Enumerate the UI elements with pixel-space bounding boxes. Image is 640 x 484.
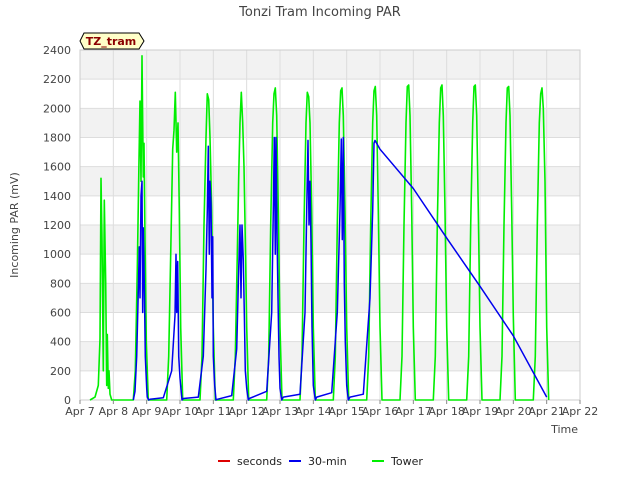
tz-tram-badge-text: TZ_tram <box>86 35 137 48</box>
y-tick-label: 800 <box>50 277 71 290</box>
x-tick-label: Apr 10 <box>162 405 199 418</box>
y-tick-label: 200 <box>50 365 71 378</box>
legend-label: seconds <box>237 455 282 468</box>
x-tick-label: Apr 18 <box>428 405 465 418</box>
y-tick-label: 600 <box>50 307 71 320</box>
series-line-30-min <box>132 136 548 401</box>
grid-band <box>80 283 580 313</box>
x-tick-label: Apr 17 <box>395 405 432 418</box>
y-tick-label: 0 <box>64 394 71 407</box>
x-tick-label: Apr 15 <box>328 405 365 418</box>
y-tick-label: 2000 <box>43 102 71 115</box>
x-tick-label: Apr 16 <box>362 405 399 418</box>
y-tick-label: 2400 <box>43 44 71 57</box>
series-layer <box>89 54 550 401</box>
grid-band <box>80 166 580 196</box>
x-tick-label: Apr 8 <box>99 405 129 418</box>
y-tick-label: 1400 <box>43 190 71 203</box>
grid-band <box>80 341 580 371</box>
y-tick-label: 400 <box>50 336 71 349</box>
chart-title: Tonzi Tram Incoming PAR <box>238 5 401 20</box>
grid-band <box>80 225 580 255</box>
y-tick-label: 2200 <box>43 73 71 86</box>
x-tick-label: Apr 7 <box>65 405 95 418</box>
x-tick-label: Apr 12 <box>228 405 265 418</box>
x-tick-label: Apr 13 <box>262 405 299 418</box>
x-tick-label: Apr 21 <box>528 405 565 418</box>
x-tick-label: Apr 14 <box>295 405 332 418</box>
y-tick-label: 1200 <box>43 219 71 232</box>
x-tick-label: Apr 9 <box>132 405 162 418</box>
background-bands <box>80 50 580 371</box>
grid-band <box>80 50 580 80</box>
x-tick-label: Apr 22 <box>562 405 599 418</box>
legend-label: Tower <box>390 455 423 468</box>
legend-label: 30-min <box>308 455 347 468</box>
tz-tram-badge: TZ_tram <box>79 32 145 50</box>
grid-band <box>80 108 580 138</box>
tz-tram-badge-box <box>79 32 145 50</box>
series-line-tower <box>89 54 550 401</box>
x-tick-label: Apr 20 <box>495 405 532 418</box>
y-tick-label: 1000 <box>43 248 71 261</box>
x-tick-label: Apr 19 <box>462 405 499 418</box>
x-tick-label: Apr 11 <box>195 405 232 418</box>
y-axis: 0 200 400 600 800 1000 1200 1400 1600 1800 2000 220… <box>43 44 71 407</box>
y-tick-label: 1600 <box>43 161 71 174</box>
y-axis-label: Incoming PAR (mV) <box>8 172 21 278</box>
x-axis-label: Time <box>550 423 578 436</box>
legend: seconds 30-min Tower <box>218 455 423 468</box>
y-tick-label: 1800 <box>43 132 71 145</box>
